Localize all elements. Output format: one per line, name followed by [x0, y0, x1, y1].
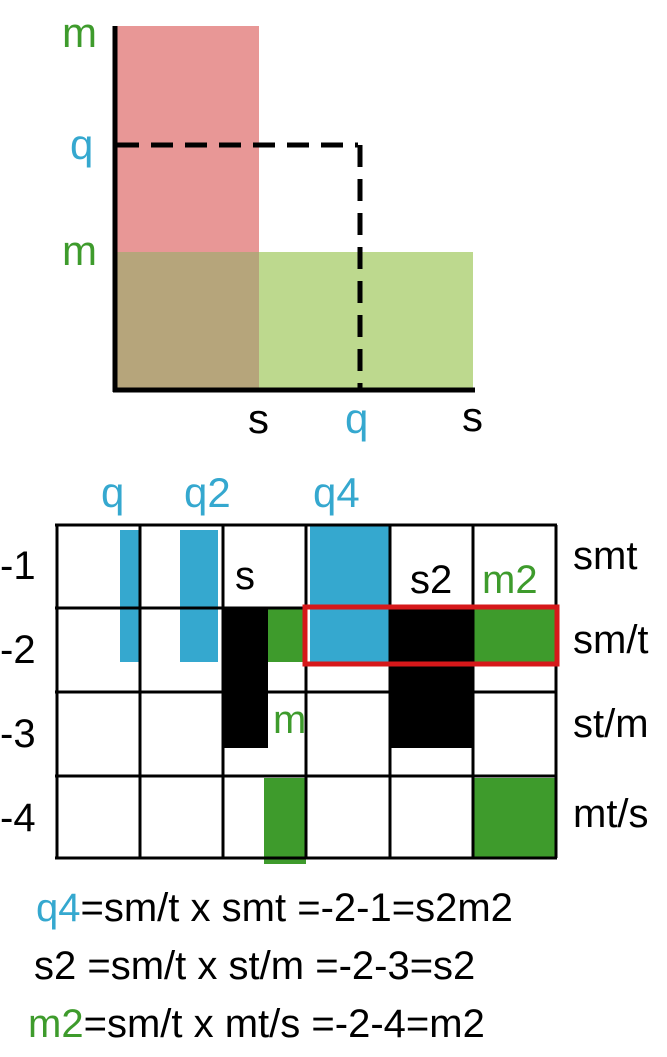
- equation-equals: =: [83, 1002, 107, 1046]
- row-number-4: -4: [0, 796, 36, 840]
- row-number-2: -2: [0, 628, 36, 672]
- pink-region: [115, 26, 259, 252]
- overlap-region: [115, 252, 259, 392]
- cell-label-m2: m2: [482, 558, 538, 602]
- equation-term1: sm/t: [103, 886, 180, 930]
- equation-equals: =: [87, 944, 111, 988]
- equation-q4: q4=sm/t x smt =-2-1=s2m2: [36, 888, 513, 928]
- equation-rhs: =-2-4=m2: [311, 1002, 485, 1046]
- y-label-q: q: [70, 121, 94, 168]
- green-region: [259, 252, 473, 392]
- equation-lhs: q4: [36, 886, 81, 930]
- equation-term2: st/m: [228, 944, 305, 988]
- s-black-bar: [224, 608, 268, 748]
- y-label-m-bottom: m: [62, 227, 97, 274]
- x-label-s-first: s: [248, 395, 269, 442]
- grid-fills: [120, 525, 556, 864]
- equation-s2: s2 =sm/t x st/m =-2-3=s2: [34, 946, 475, 986]
- cell-label-m: m: [273, 698, 307, 742]
- grid-lines: [55, 523, 558, 860]
- highlight-box: [302, 604, 560, 667]
- x-label-q: q: [345, 395, 369, 442]
- equation-term2: smt: [221, 886, 287, 930]
- equation-m2: m2=sm/t x mt/s =-2-4=m2: [28, 1004, 485, 1044]
- row-name-mt-s: mt/s: [573, 792, 649, 836]
- equation-times: x: [193, 1002, 214, 1046]
- equation-term1: sm/t: [110, 944, 187, 988]
- equation-rhs: =-2-1=s2m2: [297, 886, 513, 930]
- row-number-1: -1: [0, 544, 36, 588]
- q2-bar: [180, 530, 218, 662]
- m-green-bar: [264, 778, 306, 864]
- cell-label-s: s: [235, 554, 255, 598]
- equation-lhs: s2: [34, 944, 77, 988]
- equation-lhs: m2: [28, 1002, 84, 1046]
- s2-black-block: [390, 608, 474, 748]
- y-label-m-top: m: [62, 9, 97, 56]
- equation-term1: sm/t: [106, 1002, 183, 1046]
- column-label-q2: q2: [184, 469, 231, 516]
- equation-term2: mt/s: [224, 1002, 301, 1046]
- equation-times: x: [190, 886, 211, 930]
- column-label-q: q: [101, 469, 125, 516]
- row-name-smt: smt: [573, 534, 638, 578]
- m2-green-bottom: [474, 778, 556, 858]
- m2-green-block: [474, 608, 556, 662]
- row-number-3: -3: [0, 712, 36, 756]
- row-name-st-m: st/m: [573, 702, 649, 746]
- row-name-sm-t: sm/t: [573, 618, 649, 662]
- column-label-q4: q4: [313, 469, 360, 516]
- equation-equals: =: [80, 886, 104, 930]
- equation-rhs: =-2-3=s2: [315, 944, 476, 988]
- x-label-s-second: s: [462, 393, 483, 440]
- q-bar: [120, 530, 140, 662]
- equation-times: x: [197, 944, 218, 988]
- m-green-small: [268, 608, 306, 662]
- q4-block: [310, 525, 390, 663]
- cell-label-s2: s2: [410, 558, 453, 602]
- top-plot: [112, 26, 475, 393]
